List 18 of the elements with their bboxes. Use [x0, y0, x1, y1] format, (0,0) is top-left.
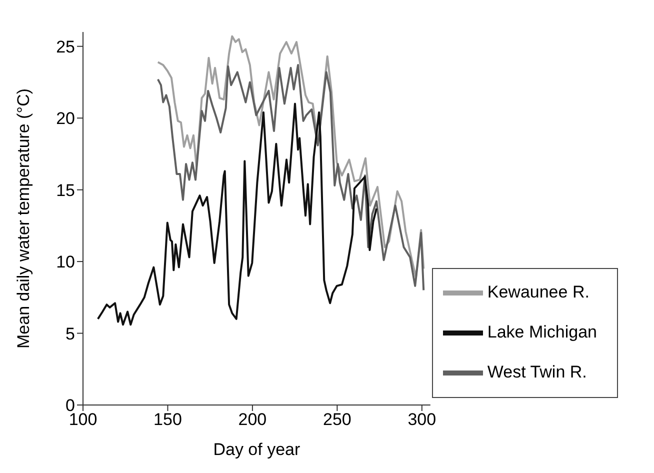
x-tick-label: 200 — [238, 410, 267, 430]
x-tick-label: 300 — [408, 410, 436, 430]
y-tick-label: 15 — [56, 180, 75, 200]
x-axis-title: Day of year — [213, 440, 300, 459]
y-axis-title: Mean daily water temperature (°C) — [14, 88, 34, 349]
line-series — [156, 35, 425, 278]
y-tick-label: 10 — [56, 252, 75, 272]
x-tick-label: 250 — [322, 410, 352, 430]
legend-label: Lake Michigan — [487, 322, 597, 342]
legend-label: Kewaunee R. — [487, 282, 590, 302]
y-tick-label: 20 — [56, 109, 75, 128]
y-tick-label: 5 — [66, 324, 75, 344]
y-tick-label: 25 — [56, 37, 75, 56]
line-series — [96, 102, 378, 326]
line-series — [156, 64, 425, 292]
legend-label: West Twin R. — [487, 362, 587, 382]
x-tick-label: 100 — [68, 410, 98, 430]
x-tick-label: 150 — [154, 410, 182, 430]
